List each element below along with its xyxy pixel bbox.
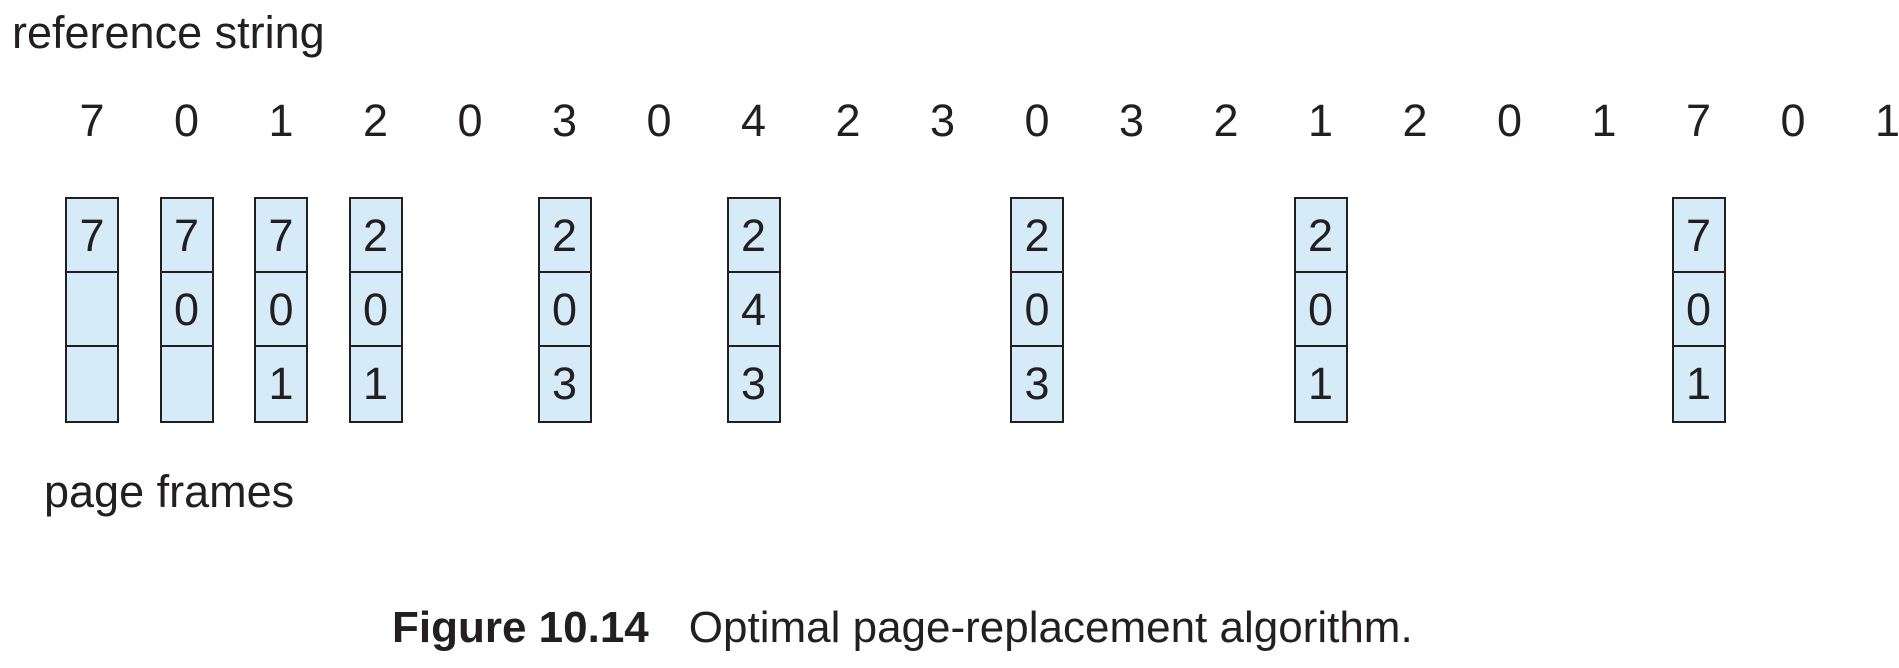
frame-cell: 2 xyxy=(1012,199,1062,273)
frame-cell: 0 xyxy=(539,273,590,347)
reference-number: 0 xyxy=(646,95,672,146)
frame-cell: 2 xyxy=(350,199,401,273)
frame-cell: 4 xyxy=(728,273,779,347)
frame-cell xyxy=(67,273,117,347)
frame-cell: 0 xyxy=(161,273,212,347)
reference-number: 4 xyxy=(740,95,767,146)
reference-number: 3 xyxy=(929,95,956,146)
frame-cell: 2 xyxy=(728,199,779,273)
frame-cell: 2 xyxy=(1295,199,1346,273)
reference-number: 1 xyxy=(1874,95,1899,146)
reference-number: 3 xyxy=(1118,95,1145,146)
frame-cell: 0 xyxy=(256,273,306,347)
reference-number: 7 xyxy=(79,95,105,146)
frame-cell: 2 xyxy=(539,199,590,273)
reference-number: 2 xyxy=(1213,95,1239,146)
frame-cell: 1 xyxy=(362,358,389,409)
frame-cell: 7 xyxy=(161,199,212,273)
frame-cell: 0 xyxy=(1673,273,1724,347)
frame-snapshot: 7 xyxy=(65,197,119,423)
reference-number: 1 xyxy=(1307,95,1334,146)
frame-cell: 3 xyxy=(740,358,767,409)
page-frames-label: page frames xyxy=(44,466,295,517)
frame-cell: 0 xyxy=(1295,273,1346,347)
figure-number: Figure 10.14 xyxy=(392,603,649,652)
reference-string-row: 7 0 1 2 0 3 0 4 2 3 0 3 2 1 2 0 1 7 0 1 xyxy=(0,98,1899,148)
frame-cell: 7 xyxy=(1673,199,1724,273)
frame-cell: 0 xyxy=(1012,273,1062,347)
frame-cell: 1 xyxy=(1307,358,1334,409)
reference-number: 1 xyxy=(268,95,294,146)
reference-number: 0 xyxy=(173,95,200,146)
frame-cell: 7 xyxy=(67,199,117,273)
figure-caption-text: Optimal page-replacement algorithm. xyxy=(688,603,1413,652)
reference-number: 0 xyxy=(1496,95,1523,146)
reference-number: 7 xyxy=(1685,95,1712,146)
figure-caption: Figure 10.14 Optimal page-replacement alg… xyxy=(392,606,1413,650)
reference-string-label: reference string xyxy=(12,7,325,58)
frame-cell: 7 xyxy=(256,199,306,273)
reference-number: 0 xyxy=(1780,95,1806,146)
frame-cell: 3 xyxy=(1024,358,1050,409)
frame-cell: 1 xyxy=(1685,358,1712,409)
frame-cell: 1 xyxy=(268,358,294,409)
reference-number: 0 xyxy=(1024,95,1050,146)
reference-number: 2 xyxy=(362,95,389,146)
frame-cell: 0 xyxy=(350,273,401,347)
frame-cell xyxy=(67,347,117,421)
reference-number: 2 xyxy=(835,95,861,146)
reference-number: 0 xyxy=(457,95,483,146)
reference-number: 3 xyxy=(551,95,578,146)
frame-cell: 3 xyxy=(551,358,578,409)
reference-number: 2 xyxy=(1402,95,1428,146)
reference-number: 1 xyxy=(1591,95,1617,146)
frame-cell xyxy=(162,347,212,421)
